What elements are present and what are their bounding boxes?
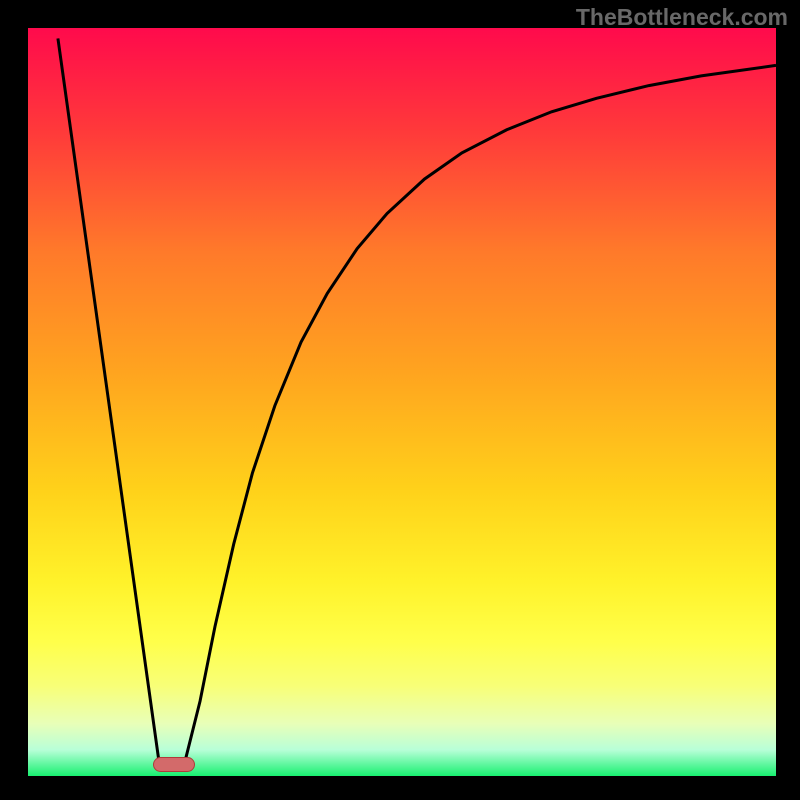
watermark-text: TheBottleneck.com: [576, 4, 788, 31]
curves-svg: [28, 28, 776, 776]
chart-container: TheBottleneck.com: [0, 0, 800, 800]
bottleneck-marker: [153, 757, 195, 772]
plot-area: [28, 28, 776, 776]
curve-left: [58, 38, 159, 761]
curve-right: [185, 65, 776, 761]
